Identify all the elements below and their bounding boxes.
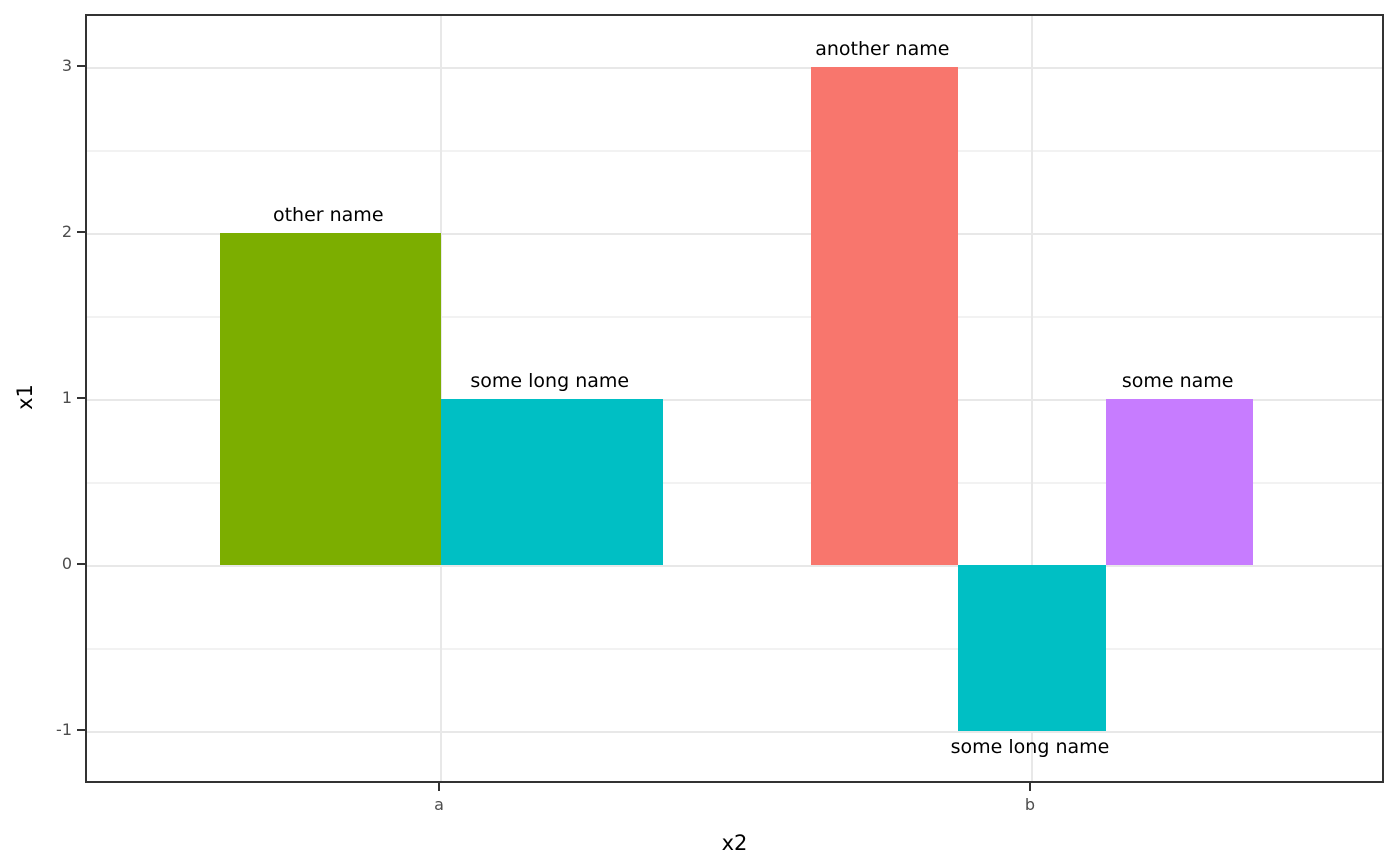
y-axis-tick: [77, 397, 85, 399]
gridline-major-y: [87, 233, 1382, 235]
y-tick-label: 0: [61, 554, 72, 573]
gridline-minor-y: [87, 482, 1382, 484]
bar-another-name: [810, 67, 959, 565]
gridline-major-x: [1031, 16, 1033, 781]
gridline-major-y: [87, 565, 1382, 567]
x-tick-label: b: [1024, 795, 1036, 814]
gridline-minor-y: [87, 150, 1382, 152]
bar-some-long-name: [441, 399, 663, 565]
x-axis-tick: [1029, 783, 1031, 791]
plot-panel: [85, 14, 1384, 783]
gridline-major-y: [87, 67, 1382, 69]
gridline-major-y: [87, 399, 1382, 401]
gridline-minor-y: [87, 316, 1382, 318]
y-tick-label: -1: [56, 720, 72, 739]
bar-some-long-name: [958, 565, 1106, 731]
y-tick-label: 2: [61, 222, 72, 241]
bar-label: other name: [272, 204, 384, 226]
y-tick-label: 3: [61, 56, 72, 75]
x-axis-title: x2: [721, 831, 748, 855]
x-axis-tick: [438, 783, 440, 791]
y-axis-tick: [77, 231, 85, 233]
y-axis-tick: [77, 729, 85, 731]
bar-some-name: [1105, 399, 1254, 565]
y-tick-label: 1: [61, 388, 72, 407]
bar-label: some long name: [950, 736, 1110, 758]
gridline-major-y: [87, 731, 1382, 733]
x-tick-label: a: [434, 795, 444, 814]
bar-label: another name: [815, 38, 950, 60]
bar-label: some long name: [470, 370, 630, 392]
bar-other-name: [219, 233, 441, 565]
gridline-minor-y: [87, 648, 1382, 650]
bar-label: some name: [1121, 370, 1234, 392]
gridline-major-x: [440, 16, 442, 781]
y-axis-tick: [77, 563, 85, 565]
y-axis-tick: [77, 65, 85, 67]
